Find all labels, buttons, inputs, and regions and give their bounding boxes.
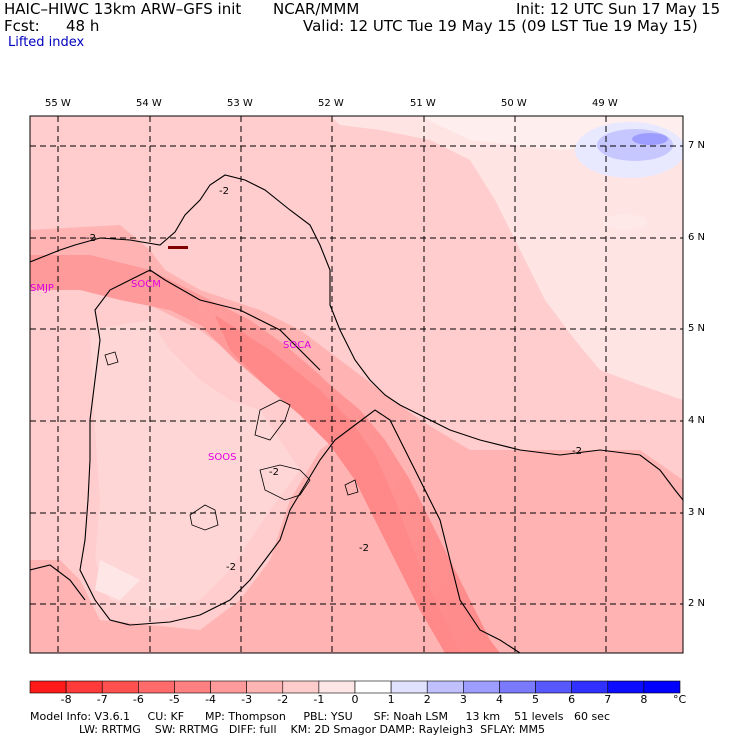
colorbar-swatch xyxy=(174,680,211,694)
map-frame xyxy=(29,115,684,654)
colorbar-tick-label: -4 xyxy=(205,693,217,706)
init-time: Init: 12 UTC Sun 17 May 15 xyxy=(516,0,721,18)
contour-label-5: -2 xyxy=(226,562,236,573)
colorbar-tick-label: -2 xyxy=(277,693,289,706)
contour-label-1: -2 xyxy=(219,186,229,197)
colorbar-swatch xyxy=(246,680,284,694)
lat-label-5n: 5 N xyxy=(688,323,706,334)
colorbar-swatch xyxy=(643,680,681,694)
colorbar-swatch xyxy=(535,680,572,694)
lat-label-6n: 6 N xyxy=(688,232,706,243)
colorbar-tick-label: 0 xyxy=(351,693,359,706)
field-light-patch xyxy=(603,214,647,230)
contour-loop-2 xyxy=(254,399,291,441)
border-line xyxy=(79,269,521,653)
model-info-line1: Model Info: V3.6.1 CU: KF MP: Thompson P… xyxy=(30,710,610,723)
lat-label-4n: 4 N xyxy=(688,415,706,426)
station-soos: SOOS xyxy=(208,452,237,463)
colorbar-tick-label: -3 xyxy=(241,693,253,706)
lat-label-2n: 2 N xyxy=(688,598,706,609)
colorbar-tick-label: -8 xyxy=(60,693,72,706)
colorbar-tick-label: 1 xyxy=(387,693,395,706)
colorbar-swatch xyxy=(210,680,247,694)
field-name: Lifted index xyxy=(8,35,85,50)
colorbar-swatch xyxy=(354,680,392,694)
coastline-north xyxy=(30,174,683,501)
lat-label-7n: 7 N xyxy=(688,140,706,151)
forecast-hour: 48 h xyxy=(66,17,100,35)
contour-loop-1 xyxy=(189,504,219,531)
colorbar-swatch xyxy=(29,680,67,694)
colorbar-tick-label: -1 xyxy=(313,693,325,706)
contour-loop-4 xyxy=(104,351,119,366)
organization-label: NCAR/MMM xyxy=(273,0,360,18)
colorbar-tick-label: 3 xyxy=(459,693,467,706)
colorbar-tick-label: 4 xyxy=(495,693,503,706)
lon-label-53w: 53 W xyxy=(227,98,253,109)
colorbar-unit: °C xyxy=(673,693,687,706)
river-line xyxy=(149,269,321,371)
lon-label-49w: 49 W xyxy=(592,98,618,109)
dark-marker xyxy=(168,246,188,249)
colorbar-tick-label: -6 xyxy=(132,693,144,706)
colorbar-swatch xyxy=(318,680,356,694)
colorbar-tick-label: 6 xyxy=(568,693,576,706)
station-socm: SOCM xyxy=(131,279,161,290)
colorbar-tick-label: -7 xyxy=(96,693,108,706)
field-ridge-core xyxy=(215,315,460,653)
forecast-label: Fcst: xyxy=(4,17,40,35)
colorbar-swatch xyxy=(101,680,139,694)
contour-label-2: -2 xyxy=(86,233,96,244)
coastlines xyxy=(30,174,683,653)
lon-label-50w: 50 W xyxy=(501,98,527,109)
lon-label-51w: 51 W xyxy=(410,98,436,109)
station-smjp: SMJP xyxy=(30,283,54,294)
field-positive-core xyxy=(632,133,668,145)
colorbar-tick-label: -5 xyxy=(168,693,180,706)
colorbar-tick-label: 8 xyxy=(640,693,648,706)
colorbar-swatch xyxy=(390,680,428,694)
contour-label-6: -2 xyxy=(572,446,582,457)
colorbar-swatch xyxy=(65,680,103,694)
border-west xyxy=(30,564,86,601)
contour-label-4: -2 xyxy=(359,543,369,554)
field-interior-light xyxy=(90,320,300,610)
colorbar-tick-label: 2 xyxy=(423,693,431,706)
colorbar-swatch xyxy=(138,680,175,694)
colorbar-swatch xyxy=(282,680,320,694)
lon-label-52w: 52 W xyxy=(318,98,344,109)
colorbar-swatch xyxy=(463,680,500,694)
colorbar-tick-label: 7 xyxy=(604,693,612,706)
contour-loop-3 xyxy=(344,479,359,496)
grid-lines xyxy=(30,116,683,653)
contours xyxy=(104,351,359,531)
valid-time: Valid: 12 UTC Tue 19 May 15 (09 LST Tue … xyxy=(303,17,698,35)
colorbar-swatch xyxy=(607,680,645,694)
contour-label-3: -2 xyxy=(269,467,279,478)
lon-label-54w: 54 W xyxy=(136,98,162,109)
colorbar-tick-label: 5 xyxy=(532,693,540,706)
colorbar-swatch xyxy=(571,680,609,694)
field-interior-patch xyxy=(95,560,140,600)
colorbar-swatch xyxy=(426,680,464,694)
model-title: HAIC–HIWC 13km ARW–GFS init xyxy=(4,0,242,18)
colorbar-swatch xyxy=(499,680,536,694)
lat-label-3n: 3 N xyxy=(688,507,706,518)
station-soca: SOCA xyxy=(283,340,312,351)
contour-loop-5 xyxy=(259,464,311,501)
model-info-line2: LW: RRTMG SW: RRTMG DIFF: full KM: 2D Sm… xyxy=(30,723,545,736)
lon-label-55w: 55 W xyxy=(45,98,71,109)
